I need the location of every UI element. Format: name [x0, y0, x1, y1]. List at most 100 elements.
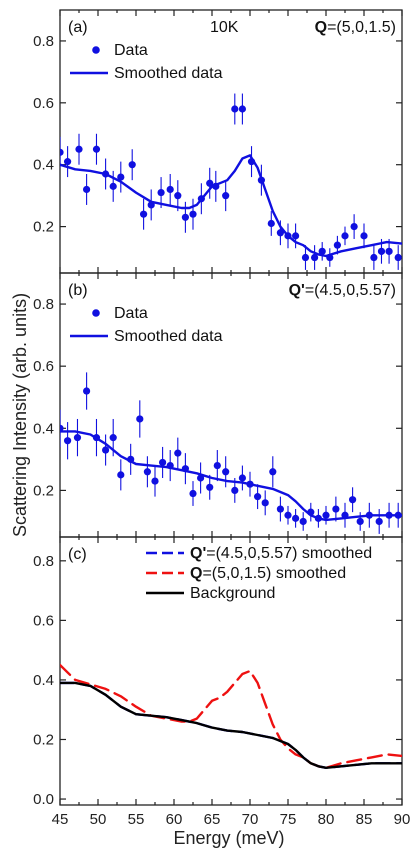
data-point	[311, 253, 319, 262]
y-tick-label: 0.8	[33, 296, 54, 313]
data-point	[341, 232, 349, 240]
data-point	[181, 213, 189, 221]
panel-label: (c)	[68, 546, 87, 563]
legend-marker-data	[92, 46, 100, 54]
y-axis-title: Scattering Intensity (arb. units)	[10, 293, 30, 537]
legend-text: Background	[190, 585, 275, 602]
data-point	[276, 505, 284, 513]
data-point	[322, 511, 330, 519]
data-point	[222, 468, 230, 476]
legend-label-smoothed: Smoothed data	[114, 328, 223, 345]
q-vector-label: Q=(5,0,1.5)	[315, 19, 396, 36]
data-point	[117, 471, 125, 479]
y-tick-label: 0.8	[33, 553, 54, 570]
data-point	[238, 105, 246, 113]
legend-label-dashed-blue: Q'=(4.5,0,5.57) smoothed	[190, 545, 372, 562]
x-tick-label: 75	[280, 811, 297, 828]
series-line-solid-black	[60, 681, 402, 769]
y-tick-label: 0.2	[33, 219, 54, 236]
legend-q-symbol: Q'	[190, 545, 206, 562]
panel-b: 0.2 0.4 0.6 0.8 (b) Q'=(4.5,0,5.57) Data Smooth…	[33, 272, 403, 538]
data-point	[254, 493, 262, 501]
plot-area	[60, 663, 402, 769]
legend-text: =(5,0,1.5) smoothed	[202, 565, 346, 582]
plot-area	[60, 93, 402, 270]
q-vector-value: =(4.5,0,5.57)	[305, 282, 396, 299]
data-point	[73, 434, 82, 442]
data-point	[292, 514, 300, 522]
data-point	[360, 232, 368, 240]
data-point	[60, 148, 64, 156]
data-point	[213, 461, 221, 470]
legend-label-smoothed: Smoothed data	[114, 65, 223, 82]
data-point	[394, 253, 402, 262]
panel-a: 0.2 0.4 0.6 0.8 (a) 10K Q=(5,0,1.5) Data Smoothe…	[33, 9, 403, 274]
data-point	[128, 161, 136, 169]
y-tick-label: 0.6	[33, 358, 54, 375]
x-tick-label: 65	[204, 811, 221, 828]
data-point	[75, 145, 83, 153]
data-point	[375, 517, 383, 526]
y-tick-label: 0.2	[33, 731, 54, 748]
data-point	[189, 489, 197, 498]
series-line-solid	[60, 154, 402, 258]
data-point	[222, 192, 230, 200]
x-axis-title: Energy (meV)	[173, 828, 284, 848]
data-point	[377, 247, 386, 255]
data-point	[356, 517, 364, 526]
y-tick-label: 0.4	[33, 157, 54, 174]
temperature-label: 10K	[210, 19, 239, 36]
data-point	[92, 145, 101, 153]
y-tick-label: 0.2	[33, 482, 54, 499]
y-tick-label: 0.8	[33, 33, 54, 50]
legend-label-solid-black: Background	[190, 585, 275, 602]
data-point	[206, 179, 214, 187]
data-point	[64, 437, 72, 445]
data-point	[261, 499, 269, 507]
panel-label: (b)	[68, 282, 88, 299]
legend-q-symbol: Q	[190, 565, 202, 582]
data-point	[231, 105, 239, 113]
data-point	[102, 446, 110, 454]
x-tick-label: 45	[52, 811, 69, 828]
plot-area	[60, 372, 402, 534]
data-point	[318, 247, 326, 255]
plot-frame	[59, 9, 403, 274]
data-point	[157, 188, 165, 197]
q-vector-symbol: Q'	[289, 282, 305, 299]
data-point	[117, 173, 125, 181]
y-tick-label: 0.4	[33, 672, 54, 689]
data-point	[269, 468, 277, 476]
data-point	[64, 158, 72, 166]
data-point	[83, 387, 91, 395]
legend-text: =(4.5,0,5.57) smoothed	[206, 545, 372, 562]
data-point	[292, 232, 300, 240]
series-line-solid	[60, 430, 402, 522]
data-point	[174, 192, 182, 200]
legend-label-data: Data	[114, 305, 148, 322]
data-point	[140, 210, 148, 218]
data-point	[350, 222, 358, 231]
data-point	[109, 434, 117, 442]
data-point	[267, 219, 275, 228]
data-point	[385, 247, 393, 255]
data-point	[143, 468, 151, 476]
x-tick-label: 60	[166, 811, 183, 828]
y-tick-label: 0.4	[33, 420, 54, 437]
data-point	[174, 449, 182, 457]
data-point	[136, 415, 144, 423]
x-tick-label: 55	[128, 811, 145, 828]
series-line-dashed-blue	[60, 681, 402, 769]
q-vector-label: Q'=(4.5,0,5.57)	[289, 282, 396, 299]
y-tick-label: 0.6	[33, 612, 54, 629]
y-tick-label: 0.0	[33, 791, 54, 808]
data-point	[301, 253, 310, 262]
x-tick-label: 85	[356, 811, 373, 828]
data-point	[370, 253, 378, 262]
x-tick-label: 80	[318, 811, 335, 828]
data-point	[332, 505, 340, 513]
panel-label: (a)	[68, 19, 88, 36]
q-vector-value: =(5,0,1.5)	[327, 19, 396, 36]
legend-marker-data	[92, 309, 100, 317]
